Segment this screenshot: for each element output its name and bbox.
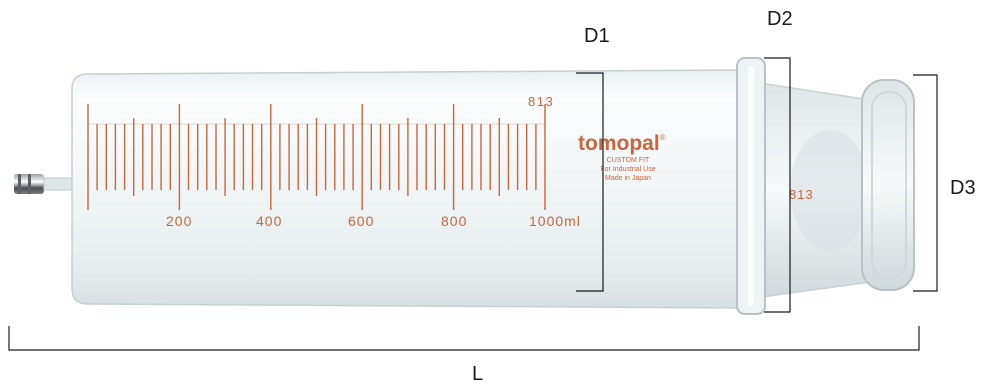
brand-tagline-2: For Industrial Use	[600, 166, 655, 173]
barrel	[71, 57, 766, 315]
brand-name: tomopal®	[578, 132, 666, 155]
scale-label-200: 200	[166, 213, 192, 229]
serial-number-plunger: 813	[789, 187, 814, 202]
scale-label-600: 600	[348, 213, 374, 229]
scale-labels: 200 400 600 800 1000ml	[166, 213, 581, 229]
label-d2: D2	[767, 8, 793, 30]
brand-tagline-1: CUSTOM FIT	[607, 157, 650, 164]
scale-label-400: 400	[256, 213, 282, 229]
l-bracket	[8, 326, 920, 351]
plunger	[739, 79, 915, 301]
d1-bracket	[576, 72, 604, 292]
label-d3: D3	[950, 177, 976, 199]
graduation-scale	[87, 104, 546, 210]
serial-number-barrel: 813	[528, 94, 554, 109]
scale-label-800: 800	[441, 213, 467, 229]
label-l: L	[472, 363, 484, 385]
brand-logo: tomopal® CUSTOM FIT For Industrial Use M…	[578, 132, 666, 182]
d3-bracket	[913, 74, 938, 292]
scale-label-1000: 1000ml	[529, 213, 581, 229]
brand-tagline-3: Made in Japan	[605, 175, 651, 182]
d2-bracket	[764, 57, 791, 313]
label-d1: D1	[584, 25, 610, 47]
dimension-lines	[8, 57, 938, 351]
